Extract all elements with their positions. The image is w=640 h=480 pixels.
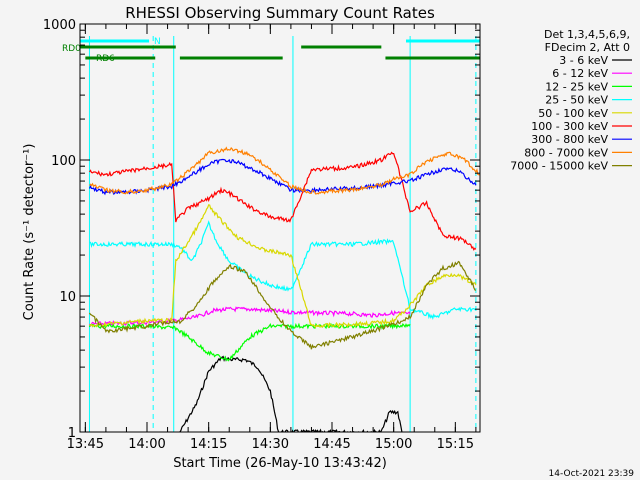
series-4 (89, 220, 477, 321)
y-tick-label: 10 (59, 290, 76, 305)
series-line (89, 220, 477, 321)
y-tick-label: 1 (68, 426, 76, 441)
plot-axes: 1 10 100 1000 13:45 14:00 14:15 14:30 14:45 15:00… (43, 18, 481, 452)
series-line (89, 204, 477, 329)
series-1 (179, 355, 403, 432)
flag-label-rd0: RD0 (62, 44, 81, 54)
x-tick-label: 13:45 (67, 437, 104, 452)
series-2 (88, 306, 411, 327)
series-line (88, 322, 411, 362)
legend-label: 3 - 6 keV (559, 54, 608, 67)
x-tick-label: 15:00 (375, 437, 412, 452)
series-line (89, 151, 477, 251)
legend-header: FDecim 2, Att 0 (545, 41, 630, 54)
series-8 (89, 146, 480, 195)
series-line (179, 355, 403, 432)
legend-label: 800 - 7000 keV (524, 146, 608, 159)
series-3 (88, 322, 411, 362)
series-line (88, 260, 477, 350)
series-6 (89, 151, 477, 251)
legend-label: 6 - 12 keV (552, 67, 608, 80)
series-layer (88, 146, 480, 432)
legend-label: 50 - 100 keV (538, 107, 608, 120)
legend-label: 7000 - 15000 keV (510, 160, 608, 173)
x-tick-label: 14:30 (252, 437, 289, 452)
x-tick-label: 14:45 (313, 437, 350, 452)
plot-frame (79, 23, 481, 433)
series-line (88, 306, 411, 327)
y-axis-label: Count Rate (s⁻¹ detector⁻¹) (22, 144, 37, 321)
legend-label: 100 - 300 keV (531, 120, 608, 133)
legend-label: 25 - 50 keV (545, 94, 608, 107)
legend-label: 300 - 800 keV (531, 133, 608, 146)
x-tick-label: 15:15 (437, 437, 474, 452)
series-5 (89, 204, 477, 329)
x-axis-label: Start Time (26-May-10 13:43:42) (173, 456, 387, 471)
chart-title: RHESSI Observing Summary Count Rates (125, 4, 435, 22)
legend: Det 1,3,4,5,6,9,FDecim 2, Att 03 - 6 keV… (510, 28, 632, 173)
flag-label-n: N (154, 37, 161, 47)
y-tick-label: 1000 (43, 18, 76, 33)
x-tick-label: 14:15 (190, 437, 227, 452)
flag-label-rd6: RD6 (96, 54, 115, 64)
series-9 (88, 260, 477, 350)
vertical-markers (88, 36, 477, 432)
y-tick-label: 100 (51, 154, 76, 169)
series-line (89, 146, 480, 195)
legend-header: Det 1,3,4,5,6,9, (544, 28, 630, 41)
x-tick-label: 14:00 (128, 437, 165, 452)
flag-bars: N RD0 RD6 (62, 37, 480, 64)
footer-date: 14-Oct-2021 23:39 (549, 469, 635, 479)
legend-label: 12 - 25 keV (545, 80, 608, 93)
